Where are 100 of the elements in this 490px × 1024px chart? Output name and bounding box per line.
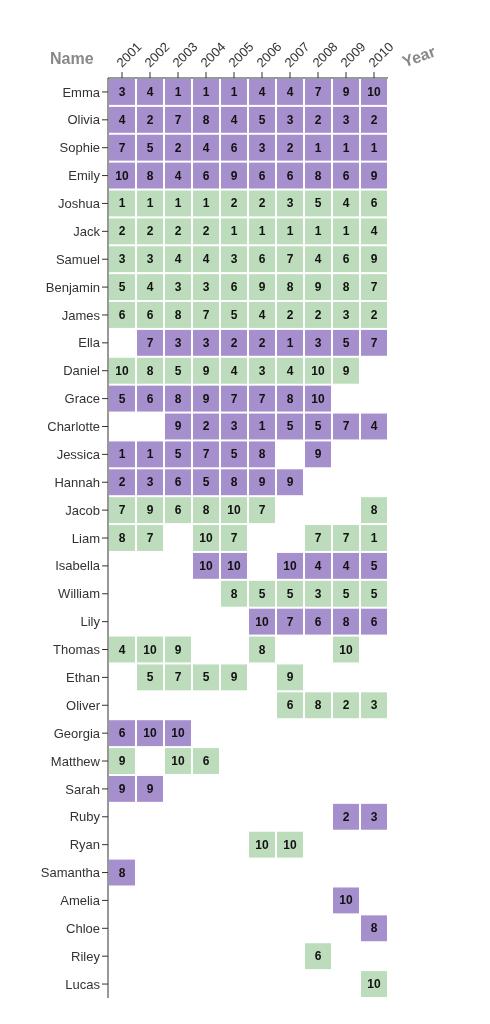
y-tick-label: Grace <box>64 391 100 407</box>
data-label: 4 <box>202 252 210 267</box>
y-tick-label: William <box>58 586 100 602</box>
y-tick-label: Oliver <box>66 697 101 713</box>
y-tick-label: Lucas <box>65 976 101 992</box>
data-label: 9 <box>342 363 350 378</box>
data-label: 6 <box>202 754 210 769</box>
data-label: 7 <box>342 419 350 434</box>
y-tick-label: Samuel <box>55 251 101 267</box>
data-label: 1 <box>286 224 294 239</box>
data-label: 2 <box>146 224 154 239</box>
data-label: 2 <box>314 307 322 322</box>
y-tick-label: Hannah <box>54 474 100 490</box>
data-label: 5 <box>174 363 182 378</box>
data-label: 8 <box>174 391 182 406</box>
y-tick-label: Charlotte <box>47 419 100 435</box>
data-label: 7 <box>118 503 126 518</box>
data-label: 4 <box>146 280 154 295</box>
data-label: 7 <box>230 391 238 406</box>
data-label: 1 <box>230 84 238 99</box>
data-label: 5 <box>202 670 210 685</box>
data-label: 9 <box>146 781 154 796</box>
data-label: 3 <box>286 196 294 211</box>
y-tick-label: Isabella <box>55 558 101 574</box>
data-label: 10 <box>171 754 185 769</box>
data-label: 6 <box>230 280 238 295</box>
data-label: 9 <box>202 363 210 378</box>
data-label: 8 <box>314 168 322 183</box>
data-label: 3 <box>118 252 126 267</box>
data-label: 6 <box>370 196 378 211</box>
y-tick-label: Matthew <box>50 753 101 769</box>
y-tick-label: Jacob <box>65 502 100 518</box>
data-label: 5 <box>118 280 126 295</box>
data-label: 1 <box>118 196 126 211</box>
data-label: 6 <box>118 307 126 322</box>
data-label: 2 <box>342 809 350 824</box>
data-label: 2 <box>258 335 266 350</box>
data-label: 9 <box>230 168 238 183</box>
data-label: 4 <box>174 252 182 267</box>
data-label: 3 <box>370 809 378 824</box>
y-tick-label: Jessica <box>56 446 101 462</box>
data-label: 1 <box>370 140 378 155</box>
data-label: 8 <box>314 698 322 713</box>
data-label: 9 <box>118 754 126 769</box>
data-label: 2 <box>342 698 350 713</box>
data-label: 8 <box>146 168 154 183</box>
data-label: 5 <box>230 447 238 462</box>
data-label: 7 <box>230 531 238 545</box>
data-label: 3 <box>174 280 182 295</box>
data-label: 10 <box>115 363 129 378</box>
data-label: 6 <box>258 168 266 183</box>
data-label: 2 <box>174 140 182 155</box>
y-tick-label: Ella <box>78 335 101 351</box>
data-label: 3 <box>342 307 350 322</box>
data-label: 3 <box>230 252 238 267</box>
data-label: 2 <box>230 196 238 211</box>
y-tick-label: Joshua <box>58 196 101 212</box>
data-label: 9 <box>342 84 350 99</box>
data-label: 5 <box>230 307 238 322</box>
data-label: 5 <box>258 586 266 601</box>
y-tick-label: Thomas <box>53 642 101 658</box>
y-tick-label: Lily <box>80 614 101 630</box>
data-label: 10 <box>227 503 241 518</box>
data-label: 1 <box>118 447 126 462</box>
data-label: 6 <box>118 726 126 741</box>
data-label: 4 <box>230 112 238 127</box>
y-tick-label: Georgia <box>53 725 101 741</box>
data-label: 7 <box>174 112 182 127</box>
data-label: 6 <box>146 391 154 406</box>
data-label: 3 <box>314 586 322 601</box>
data-label: 7 <box>258 391 266 406</box>
data-label: 10 <box>311 391 325 406</box>
data-label: 8 <box>118 865 126 880</box>
data-label: 10 <box>283 558 297 573</box>
data-label: 6 <box>258 252 266 267</box>
data-label: 10 <box>199 531 213 545</box>
data-label: 4 <box>370 224 378 239</box>
data-label: 6 <box>286 698 294 713</box>
data-label: 10 <box>115 168 129 183</box>
data-label: 3 <box>258 140 266 155</box>
y-tick-label: Ethan <box>66 670 100 686</box>
y-tick-label: Liam <box>71 530 100 546</box>
data-label: 8 <box>146 363 154 378</box>
data-label: 6 <box>230 140 238 155</box>
y-tick-label: Jack <box>73 223 101 239</box>
data-label: 3 <box>286 112 294 127</box>
data-label: 3 <box>146 252 154 267</box>
data-label: 9 <box>314 447 322 462</box>
data-label: 10 <box>311 363 325 378</box>
data-label: 2 <box>258 196 266 211</box>
data-label: 1 <box>258 419 266 434</box>
data-label: 10 <box>339 893 353 908</box>
data-label: 8 <box>342 280 350 295</box>
data-label: 3 <box>342 112 350 127</box>
y-axis-title: Name <box>50 50 94 68</box>
data-label: 5 <box>314 196 322 211</box>
y-tick-label: Sarah <box>65 781 100 797</box>
data-label: 2 <box>230 335 238 350</box>
data-label: 1 <box>146 447 154 462</box>
data-label: 9 <box>258 475 266 490</box>
